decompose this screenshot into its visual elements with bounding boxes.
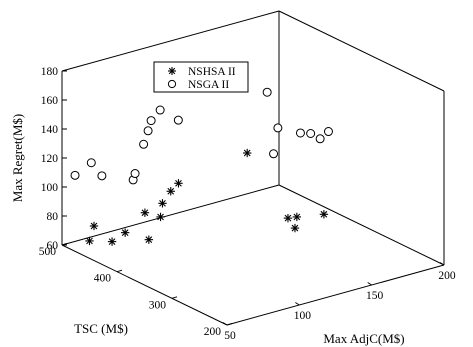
box-edge-top-back-x	[61, 10, 280, 72]
point-nshsa	[85, 236, 94, 246]
box-edge-bottom-back-y	[278, 184, 445, 266]
point-nsga	[70, 170, 80, 180]
point-nsga	[146, 116, 156, 126]
legend-marker-nsga	[167, 79, 177, 89]
x-tick-label: 150	[366, 290, 384, 302]
point-nsga	[262, 87, 272, 97]
point-nsga	[143, 126, 153, 136]
point-nshsa	[290, 223, 300, 233]
z-tick-label: 180	[41, 66, 59, 78]
y-tick	[171, 296, 178, 299]
z-tick-label: 80	[47, 211, 59, 223]
y-tick	[61, 243, 68, 246]
point-nsga	[86, 158, 96, 168]
point-nsga	[130, 169, 140, 179]
legend-marker-nshsa	[168, 67, 176, 75]
point-nshsa	[89, 221, 99, 231]
box-edge-top-back-y	[278, 10, 445, 92]
z-tick-label: 100	[41, 182, 59, 194]
x-tick-label: 200	[438, 270, 456, 282]
z-tick-label: 120	[41, 153, 59, 165]
point-nsga	[315, 134, 325, 144]
point-nshsa	[140, 208, 150, 217]
point-nshsa	[158, 199, 167, 208]
box-edge-bottom-back-x	[61, 184, 280, 246]
x-tick	[367, 282, 372, 286]
point-nsga	[323, 127, 333, 137]
y-tick-label: 200	[204, 326, 222, 338]
point-nsga	[269, 149, 279, 159]
z-tick-label: 160	[41, 95, 59, 107]
point-nshsa	[283, 213, 293, 223]
point-nsga	[139, 139, 149, 149]
point-nshsa	[166, 187, 175, 196]
box-edge-bottom-front-x	[226, 264, 445, 326]
x-tick	[439, 262, 445, 266]
point-nshsa	[319, 210, 329, 219]
point-nsga	[155, 105, 165, 115]
y-tick	[226, 323, 233, 326]
point-nshsa	[156, 212, 165, 222]
z-tick-label: 140	[41, 124, 59, 136]
point-nsga	[97, 171, 107, 181]
point-nshsa	[292, 212, 302, 222]
point-nsga	[173, 115, 183, 125]
data-points	[70, 82, 333, 246]
y-tick	[116, 269, 123, 273]
point-nsga	[306, 129, 316, 138]
x-tick	[295, 302, 300, 306]
z-tick-label: 60	[47, 240, 59, 252]
legend-label: NSGA II	[188, 79, 229, 91]
point-nshsa	[174, 179, 183, 188]
point-nshsa	[107, 237, 117, 246]
point-nshsa	[120, 228, 130, 237]
point-nshsa	[144, 235, 154, 244]
y-tick-label: 300	[149, 299, 167, 311]
point-nsga	[295, 128, 305, 138]
point-nsga	[273, 123, 283, 133]
x-tick-label: 50	[224, 330, 236, 342]
x-tick-label: 100	[294, 310, 312, 322]
axis-ticks: 60 80 100 120 140 160 180 200 300 400 500 50 100 150 2…	[39, 66, 456, 342]
point-nshsa	[243, 148, 252, 158]
axes-box	[61, 10, 445, 326]
x-axis-label: Max AdjC(M$)	[323, 331, 404, 346]
x-tick	[222, 322, 228, 326]
y-tick-label: 400	[94, 273, 112, 285]
box-edge-bottom-front-y	[61, 244, 228, 326]
y-tick-label: 500	[39, 246, 57, 258]
z-axis-label: Max Regret(M$)	[10, 114, 25, 202]
axis-labels: Max Regret(M$) TSC (M$) Max AdjC(M$)	[10, 114, 405, 346]
legend-label: NSHSA II	[188, 66, 236, 78]
y-axis-label: TSC (M$)	[74, 321, 128, 336]
